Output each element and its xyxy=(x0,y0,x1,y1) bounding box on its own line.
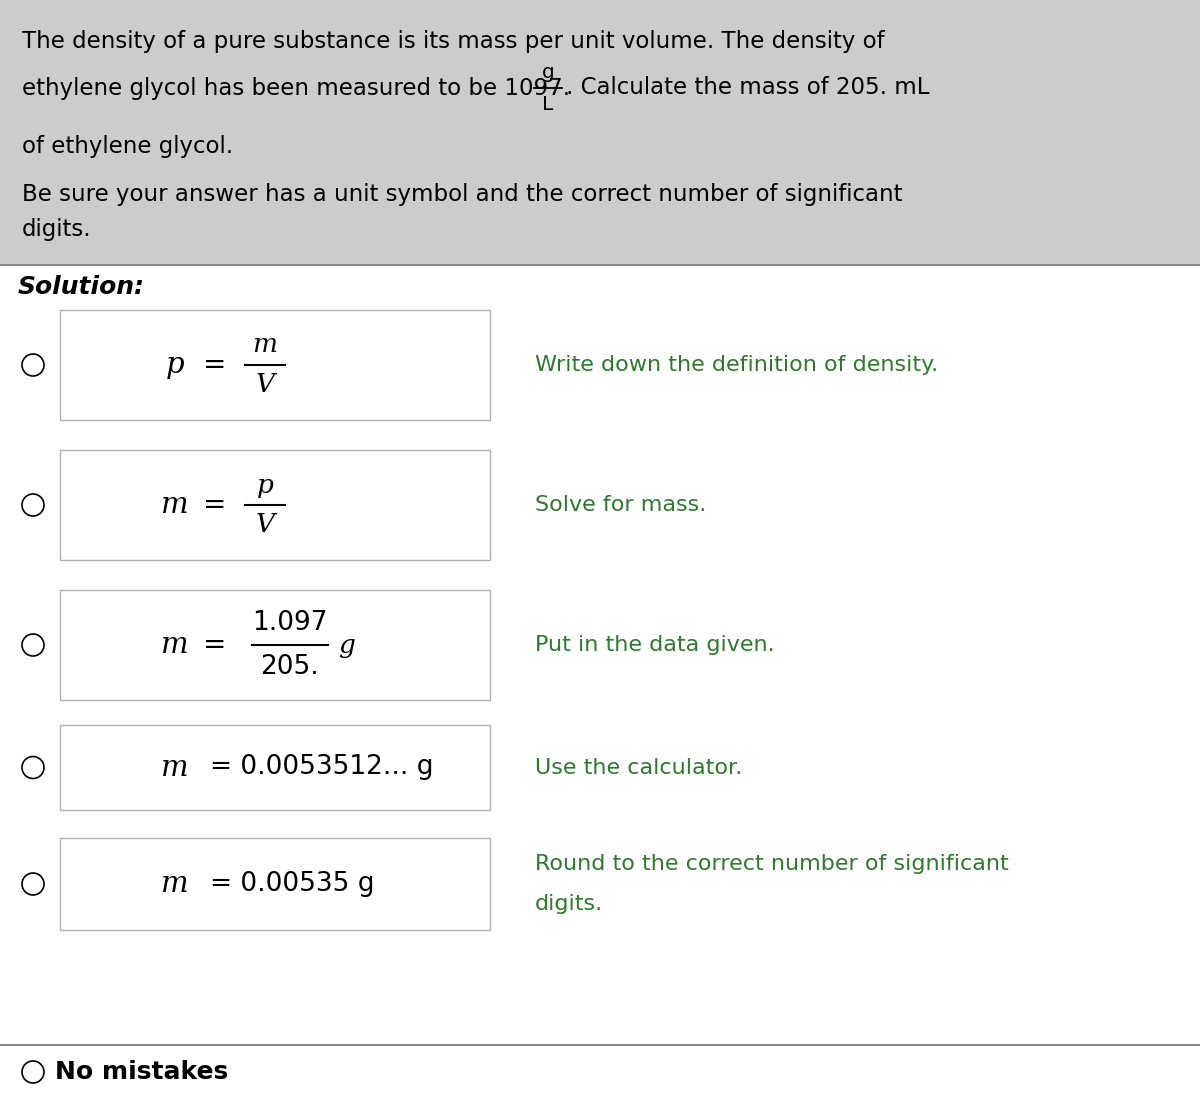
Circle shape xyxy=(22,756,44,778)
Bar xyxy=(60,590,490,700)
Circle shape xyxy=(22,354,44,376)
Text: V: V xyxy=(256,512,275,537)
Text: digits.: digits. xyxy=(535,893,604,914)
Text: Solve for mass.: Solve for mass. xyxy=(535,495,707,515)
Text: p: p xyxy=(257,473,274,498)
Text: m: m xyxy=(161,870,188,898)
Text: 1.097: 1.097 xyxy=(252,610,328,636)
Text: =: = xyxy=(203,491,227,519)
Text: . Calculate the mass of 205. mL: . Calculate the mass of 205. mL xyxy=(566,77,930,100)
Text: g: g xyxy=(541,63,554,81)
Circle shape xyxy=(22,493,44,517)
Text: The density of a pure substance is its mass per unit volume. The density of: The density of a pure substance is its m… xyxy=(22,30,884,53)
Bar xyxy=(60,310,490,420)
Text: Put in the data given.: Put in the data given. xyxy=(535,635,775,655)
Text: =: = xyxy=(203,351,227,379)
Text: =: = xyxy=(203,631,227,659)
Text: Solution:: Solution: xyxy=(18,275,145,299)
Text: p: p xyxy=(166,351,185,379)
Text: = 0.00535 g: = 0.00535 g xyxy=(210,872,374,897)
Bar xyxy=(0,0,1200,265)
Text: L: L xyxy=(542,95,553,113)
Text: Write down the definition of density.: Write down the definition of density. xyxy=(535,355,938,375)
Text: m: m xyxy=(161,631,188,659)
Text: ethylene glycol has been measured to be 1097.: ethylene glycol has been measured to be … xyxy=(22,77,570,100)
Circle shape xyxy=(22,634,44,656)
Bar xyxy=(60,725,490,810)
Text: m: m xyxy=(252,333,277,357)
Text: Round to the correct number of significant: Round to the correct number of significa… xyxy=(535,854,1009,874)
Bar xyxy=(60,839,490,930)
Text: Use the calculator.: Use the calculator. xyxy=(535,757,743,777)
Text: m: m xyxy=(161,491,188,519)
Text: m: m xyxy=(161,754,188,781)
Text: No mistakes: No mistakes xyxy=(55,1061,228,1084)
Circle shape xyxy=(22,1061,44,1083)
Text: g: g xyxy=(338,633,355,657)
Bar xyxy=(60,449,490,560)
Text: Be sure your answer has a unit symbol and the correct number of significant: Be sure your answer has a unit symbol an… xyxy=(22,184,902,206)
Text: of ethylene glycol.: of ethylene glycol. xyxy=(22,135,233,158)
Text: = 0.0053512... g: = 0.0053512... g xyxy=(210,755,433,780)
Text: digits.: digits. xyxy=(22,218,91,241)
Circle shape xyxy=(22,873,44,895)
Text: V: V xyxy=(256,373,275,398)
Text: 205.: 205. xyxy=(260,654,319,680)
